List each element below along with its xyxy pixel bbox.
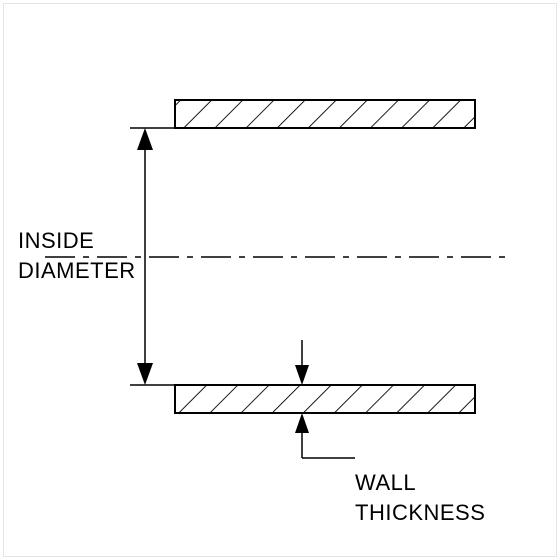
bottom-wall	[175, 385, 475, 413]
wall-thickness-label-2: THICKNESS	[355, 500, 485, 525]
inside-diameter-label-2: DIAMETER	[18, 258, 136, 283]
top-wall	[175, 100, 475, 128]
wt-arrow-up	[295, 413, 309, 433]
id-arrow-down	[137, 363, 153, 385]
tube-cross-section-diagram: INSIDE DIAMETER WALL THICKNESS	[0, 0, 560, 560]
wall-thickness-label-1: WALL	[355, 470, 416, 495]
id-arrow-up	[137, 128, 153, 150]
inside-diameter-label-1: INSIDE	[18, 228, 94, 253]
wt-arrow-down	[295, 365, 309, 385]
